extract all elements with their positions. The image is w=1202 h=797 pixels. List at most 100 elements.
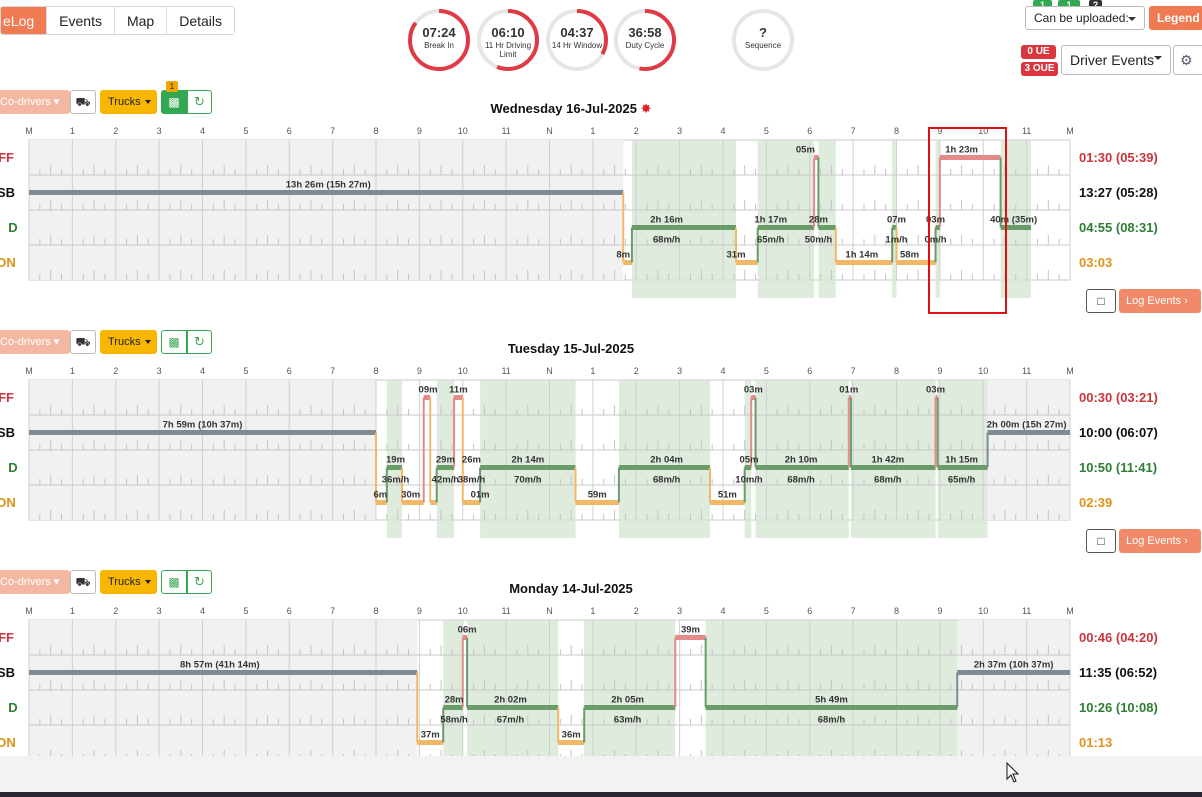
gauge-0: 07:24 Break In [407,8,471,72]
hour-label: 1 [70,606,75,616]
hour-label: 2 [634,126,639,136]
log-events-label: Log Events [1126,295,1182,307]
legend-button[interactable]: Legend [1149,6,1202,30]
trucks-dropdown[interactable]: Trucks [100,570,157,594]
hour-label: 4 [720,366,725,376]
duration-label: 39m [681,625,700,636]
comment-button[interactable]: □ [1086,289,1116,313]
refresh-button[interactable]: ↻ [187,570,212,594]
drive-band [850,380,936,538]
trucks-label: Trucks [108,336,141,348]
log-events-button[interactable]: Log Events › [1119,289,1201,313]
drive-band [584,620,676,778]
hour-label: N [546,126,553,136]
duration-label: 05m [740,455,759,466]
duration-label: 70m/h [514,475,542,486]
gauge-3: 36:58 Duty Cycle [613,8,677,72]
mini-badge-help[interactable]: ? [1089,0,1102,11]
truck-button[interactable]: ⛟ [70,90,96,114]
driver-events-label: Driver Events [1070,52,1155,68]
hour-label: 6 [807,606,812,616]
gauge-ring [614,9,676,71]
trucks-dropdown[interactable]: Trucks [100,330,157,354]
eld-device-button[interactable]: ▩ [161,570,187,594]
duration-label: 2h 00m (15h 27m) [987,420,1067,431]
duration-label: 38m/h [458,475,486,486]
tab-details[interactable]: Details [167,7,234,34]
gauge-label: Sequence [744,41,782,50]
drive-band [818,140,836,298]
codrivers-button[interactable]: Co-drivers ▾ [0,570,70,594]
duration-label: 06m [458,625,477,636]
upload-filter-select[interactable]: Can be uploaded: [1025,6,1145,30]
chevron-down-icon [145,100,151,104]
trucks-dropdown[interactable]: Trucks [100,90,157,114]
comment-icon: □ [1097,294,1105,308]
gauge-label: Duty Cycle [625,41,665,50]
hour-label: 5 [764,366,769,376]
duration-label: 42m/h [432,475,460,486]
duration-label: 2h 02m [494,695,527,706]
eld-device-icon: ▩ [168,335,180,349]
drive-band [618,380,710,538]
duration-label: 5h 49m [815,695,848,706]
hour-label: 1 [590,606,595,616]
duration-label: 05m [796,145,815,156]
hour-label: 11 [1022,366,1031,376]
mini-badge-driver[interactable]: 1 [1033,0,1052,11]
hour-label: 2 [113,366,118,376]
day-title: Monday 14-Jul-2025 [0,581,1142,596]
duration-label: 59m [588,490,607,501]
hour-label: 5 [243,126,248,136]
hour-label: 5 [243,366,248,376]
duty-status-grid[interactable]: M 1 2 3 4 5 6 7 8 9 10 11 N 1 2 3 4 5 6 7 8 9 10 11 M FF SB D ON 13h … [0,122,1202,302]
comment-button[interactable]: □ [1086,529,1116,553]
truck-icon: ⛟ [75,335,91,349]
duration-label: 8m [616,250,630,261]
settings-gear-button[interactable]: ⚙ [1173,45,1202,75]
hour-label: 7 [851,606,856,616]
log-events-button[interactable]: Log Events › [1119,529,1201,553]
hour-label: 10 [978,366,988,376]
ue-badge[interactable]: 0 UE [1021,45,1056,59]
hour-label: 7 [330,366,335,376]
tab-map[interactable]: Map [114,7,168,34]
hour-label: 9 [937,366,942,376]
hour-label: 5 [764,606,769,616]
mini-badge-truck[interactable]: 1 [1058,0,1080,11]
duration-label: 07m [887,215,906,226]
duration-label: 68m/h [874,475,902,486]
hour-label: 8 [373,126,378,136]
codrivers-button[interactable]: Co-drivers ▾ [0,90,70,114]
truck-icon: ⛟ [75,575,91,589]
hour-label: 10 [458,126,468,136]
drive-band [744,380,752,538]
codrivers-label: Co-drivers [0,576,51,588]
codrivers-button[interactable]: Co-drivers ▾ [0,330,70,354]
hour-label: 6 [287,366,292,376]
duration-label: 28m [809,215,828,226]
refresh-button[interactable]: ↻ [187,90,212,114]
driver-events-select[interactable]: Driver Events [1061,45,1171,75]
refresh-button[interactable]: ↻ [187,330,212,354]
drive-band [386,380,403,538]
row-total: 01:30 (05:39) [1079,150,1158,165]
row-label: FF [0,390,14,405]
truck-button[interactable]: ⛟ [70,330,96,354]
duration-label: 1h 23m [945,145,978,156]
truck-button[interactable]: ⛟ [70,570,96,594]
duration-label: 68m/h [818,715,846,726]
hour-label: 10 [978,606,988,616]
eld-device-button[interactable]: ▩ [161,330,187,354]
duration-label: 36m [562,730,581,741]
tab-elog[interactable]: eLog [1,7,48,34]
duty-status-grid[interactable]: M 1 2 3 4 5 6 7 8 9 10 11 N 1 2 3 4 5 6 7 8 9 10 11 M FF SB D ON 7h 5… [0,362,1202,542]
tab-events[interactable]: Events [47,7,115,34]
duty-status-grid[interactable]: M 1 2 3 4 5 6 7 8 9 10 11 N 1 2 3 4 5 6 7 8 9 10 11 M FF SB D ON 8h 5… [0,602,1202,782]
day-title-text: Wednesday 16-Jul-2025 [490,101,637,116]
warning-icon: ✸ [640,101,652,116]
oue-badge[interactable]: 3 OUE [1021,62,1058,76]
duration-label: 1h 15m [945,455,978,466]
duration-label: 10m/h [735,475,763,486]
hour-label: 3 [677,606,682,616]
